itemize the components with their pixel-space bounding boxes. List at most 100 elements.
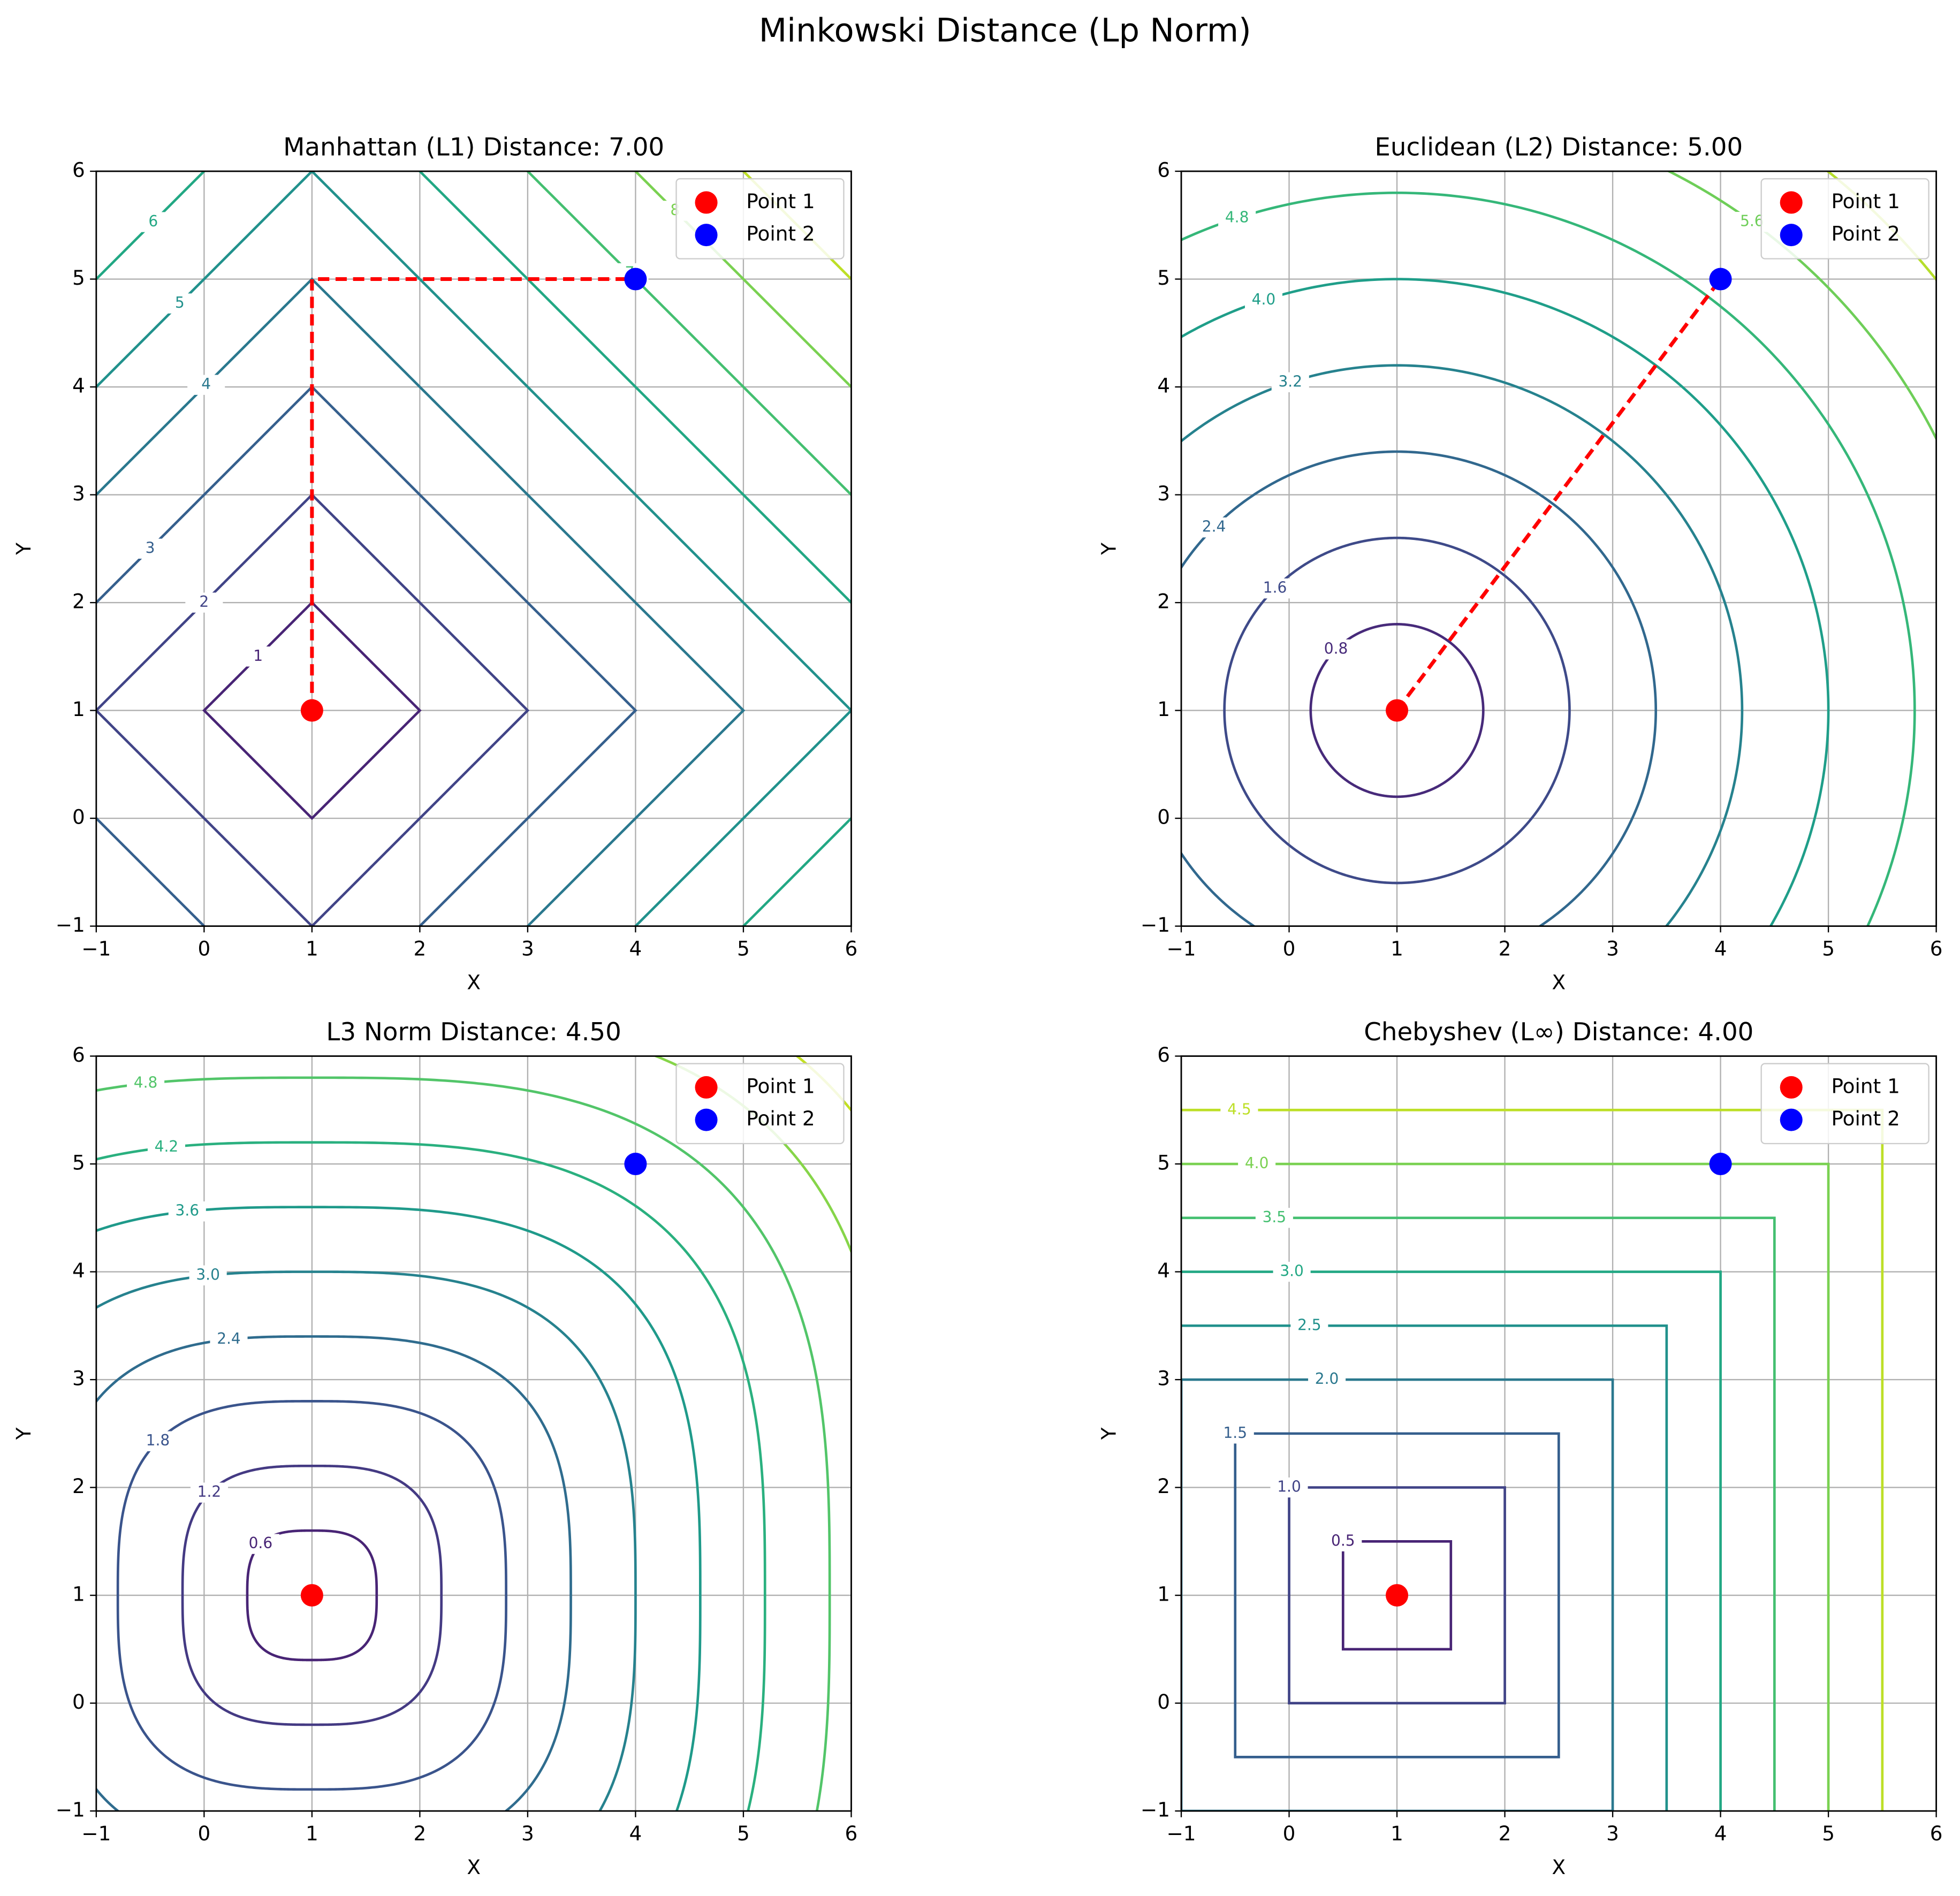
contour-label-bg [1271,372,1309,392]
y-tick-label: 0 [72,805,85,829]
contour-line [1181,1216,1776,1811]
point [1386,699,1409,722]
contour-label: 1.6 [1263,579,1287,597]
contour-label: 5 [175,294,185,311]
point [300,699,323,722]
x-tick-label: 2 [413,937,426,961]
contour-line [202,600,422,820]
x-tick-label: 0 [1283,937,1296,961]
contour-label: 4.5 [1227,1100,1251,1118]
x-tick-label: 4 [1714,1822,1727,1845]
plot-frame [1180,1055,1938,1812]
contour-label: 3.6 [176,1202,200,1220]
contour-line [96,1270,637,1811]
x-tick-label: −1 [1166,1822,1196,1845]
contours [1181,171,1936,926]
contour-line [1181,191,1916,926]
x-tick-label: 3 [1606,937,1619,961]
legend: Point 1 Point 2 [1760,178,1929,260]
x-tick-label: 5 [737,937,750,961]
y-tick-label: 2 [72,590,85,613]
contour-label: 2 [199,593,209,611]
legend-box [675,1063,845,1145]
legend-marker [695,191,718,214]
contour-label-bg [1195,517,1233,538]
x-tick-label: 6 [845,1822,858,1845]
contour-label-bg [1270,1477,1308,1498]
contour-label: 2.4 [1202,518,1226,536]
contour-labels: 0.6 1.2 1.8 2.4 3.0 3.6 4.2 4.8 [127,1073,279,1554]
contour-label: 1.5 [1223,1424,1247,1442]
contours [1181,1108,1884,1811]
contour-label-bg [147,1137,185,1158]
y-tick-label: −1 [56,913,85,936]
legend-label: Point 2 [1831,222,1900,246]
y-tick-label: 3 [1157,482,1170,505]
y-tick-label: −1 [56,1798,85,1822]
x-tick-label: 1 [1391,1822,1403,1845]
contour-label: 4.0 [1245,1154,1269,1172]
legend: Point 1 Point 2 [675,1063,845,1145]
legend-label: Point 1 [1831,1074,1900,1098]
contour-label-bg [1255,1208,1293,1228]
plot-frame [95,1055,852,1812]
point [1386,1584,1409,1607]
legend-box [1760,178,1929,260]
contour-label: 3.0 [196,1266,220,1283]
contour-label-bg [1218,208,1256,229]
point [300,1584,323,1607]
x-tick-label: 2 [1499,1822,1511,1845]
y-tick-label: 1 [1157,697,1170,721]
contour-label: 3 [146,539,155,557]
contour-label-bg [131,538,169,559]
contour-label: 6 [148,212,158,230]
contour-label-bg [189,1265,227,1285]
x-tick-label: 6 [845,937,858,961]
y-tick-label: 3 [72,482,85,505]
contours [96,171,852,926]
x-tick-label: 0 [1283,1822,1296,1845]
x-tick-label: 0 [197,937,210,961]
contour-line [96,1206,702,1811]
point [1709,1153,1732,1176]
contour-line [1234,1432,1560,1758]
x-tick-label: 3 [521,937,534,961]
subplot-title: Manhattan (L1) Distance: 7.00 [283,133,664,162]
y-tick-label: 0 [1157,1690,1170,1714]
contour-line [1181,278,1830,926]
figure-title: Minkowski Distance (Lp Norm) [759,12,1251,49]
legend-marker [695,1108,718,1131]
legend-marker [1780,1076,1803,1099]
legend-marker [1780,1108,1803,1131]
contour-label: 2.0 [1315,1370,1339,1388]
x-tick-label: 5 [1822,937,1835,961]
contour-label: 3.5 [1263,1208,1287,1226]
y-axis-label: Y [12,1427,35,1440]
subplot-title: Chebyshev (L∞) Distance: 4.00 [1364,1018,1753,1047]
x-tick-label: 4 [1714,937,1727,961]
contour-label-bg [1290,1315,1328,1336]
contour-label: 2.5 [1297,1316,1321,1334]
contour-label-bg [185,592,223,613]
legend-box [675,178,845,260]
x-tick-label: 1 [1391,937,1403,961]
contour-label-bg [139,1431,177,1451]
legend-marker [695,224,718,247]
contour-label-bg [161,293,199,314]
y-tick-label: 5 [1157,266,1170,290]
contour-label-bg [239,646,277,667]
contour-label-bg [190,1482,228,1503]
plot-frame [1180,170,1938,927]
point [1709,268,1732,291]
x-tick-label: 3 [1606,1822,1619,1845]
x-tick-label: −1 [81,937,111,961]
y-tick-label: 4 [1157,1259,1170,1282]
plot-frame [95,170,852,927]
y-tick-label: 4 [72,374,85,398]
contour-label-bg [1216,1423,1254,1444]
x-tick-label: 1 [306,937,318,961]
x-tick-label: 2 [1499,937,1511,961]
distance-path [310,277,636,711]
legend-marker [1780,224,1803,247]
legend-label: Point 1 [746,189,815,213]
